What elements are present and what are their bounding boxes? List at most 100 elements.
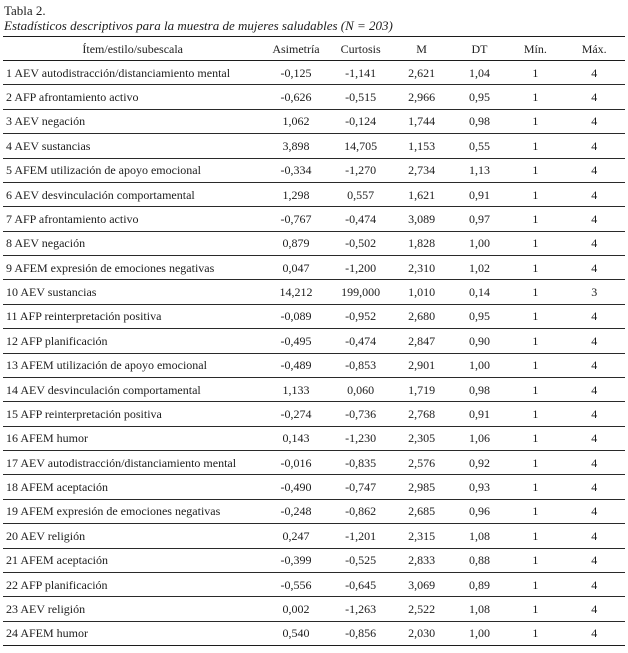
cell-max: 4 (563, 304, 625, 330)
cell-mean: 2,833 (391, 548, 452, 573)
cell-max: 4 (563, 328, 625, 354)
table-row: 2 AFP afrontamiento activo -0,626 -0,515 2,… (3, 84, 625, 110)
cell-sd: 1,00 (451, 231, 508, 257)
table-caption: Estadísticos descriptivos para la muestr… (4, 18, 393, 33)
cell-min: 1 (507, 596, 564, 622)
cell-skewness: -0,125 (262, 60, 330, 86)
cell-sd: 1,06 (451, 426, 508, 452)
cell-mean: 2,621 (391, 60, 452, 86)
cell-sd: 0,91 (451, 401, 508, 427)
item-label: 6 AEV desvinculación comportamental (3, 182, 263, 208)
cell-sd: 0,90 (451, 328, 508, 354)
cell-kurtosis: 0,060 (329, 377, 392, 403)
table-row: 3 AEV negación 1,062 -0,124 1,744 0,98 1 4 (3, 109, 625, 135)
cell-max: 4 (563, 158, 625, 183)
cell-sd: 1,00 (451, 621, 508, 647)
cell-min: 1 (507, 523, 564, 549)
cell-max: 4 (563, 621, 625, 647)
cell-min: 1 (507, 60, 564, 86)
cell-skewness: 0,879 (262, 231, 330, 257)
item-label: 5 AFEM utilización de apoyo emocional (3, 158, 263, 183)
cell-mean: 2,685 (391, 499, 452, 525)
cell-max: 4 (563, 231, 625, 257)
cell-kurtosis: -1,201 (329, 523, 392, 549)
cell-mean: 2,847 (391, 328, 452, 354)
cell-mean: 2,305 (391, 426, 452, 452)
cell-min: 1 (507, 572, 564, 598)
cell-mean: 3,089 (391, 206, 452, 232)
table-row: 10 AEV sustancias 14,212 199,000 1,010 0,14 1… (3, 279, 625, 305)
table-row: 16 AFEM humor 0,143 -1,230 2,305 1,06 1 4 (3, 426, 625, 452)
item-label: 12 AFP planificación (3, 328, 263, 354)
cell-max: 4 (563, 572, 625, 598)
cell-min: 1 (507, 499, 564, 525)
cell-skewness: 0,047 (262, 255, 330, 281)
cell-kurtosis: -1,230 (329, 426, 392, 452)
table-row: 11 AFP reinterpretación positiva -0,089 -0… (3, 304, 625, 330)
cell-skewness: 3,898 (262, 133, 330, 159)
item-label: 3 AEV negación (3, 109, 263, 135)
cell-skewness: -0,016 (262, 450, 330, 476)
cell-min: 1 (507, 474, 564, 500)
cell-kurtosis: -1,141 (329, 60, 392, 86)
cell-min: 1 (507, 621, 564, 647)
cell-max: 4 (563, 353, 625, 378)
item-label: 13 AFEM utilización de apoyo emocional (3, 353, 263, 378)
cell-skewness: -0,489 (262, 353, 330, 378)
cell-max: 4 (563, 60, 625, 86)
cell-max: 4 (563, 499, 625, 525)
cell-min: 1 (507, 255, 564, 281)
cell-min: 1 (507, 426, 564, 452)
item-label: 24 AFEM humor (3, 621, 263, 647)
table-row: 9 AFEM expresión de emociones negativas 0… (3, 255, 625, 281)
table-row: 1 AEV autodistracción/distanciamiento me… (3, 60, 625, 86)
cell-mean: 1,744 (391, 109, 452, 135)
cell-mean: 1,153 (391, 133, 452, 159)
item-label: 4 AEV sustancias (3, 133, 263, 159)
cell-mean: 2,985 (391, 474, 452, 500)
cell-skewness: -0,767 (262, 206, 330, 232)
item-label: 17 AEV autodistracción/distanciamiento m… (3, 450, 263, 476)
table-row: 15 AFP reinterpretación positiva -0,274 -0… (3, 401, 625, 427)
cell-skewness: -0,495 (262, 328, 330, 354)
item-label: 20 AEV religión (3, 523, 263, 549)
table-row: 12 AFP planificación -0,495 -0,474 2,847 0,9… (3, 328, 625, 354)
cell-max: 4 (563, 377, 625, 403)
cell-max: 4 (563, 133, 625, 159)
cell-sd: 1,02 (451, 255, 508, 281)
cell-kurtosis: -1,200 (329, 255, 392, 281)
table-row: 23 AEV religión 0,002 -1,263 2,522 1,08 1 4 (3, 596, 625, 622)
cell-min: 1 (507, 182, 564, 208)
cell-min: 1 (507, 328, 564, 354)
cell-max: 4 (563, 182, 625, 208)
cell-max: 3 (563, 279, 625, 305)
cell-mean: 2,576 (391, 450, 452, 476)
cell-skewness: 0,143 (262, 426, 330, 452)
cell-max: 4 (563, 474, 625, 500)
cell-sd: 0,55 (451, 133, 508, 159)
cell-max: 4 (563, 109, 625, 135)
column-header-kurtosis: Curtosis (329, 36, 392, 61)
cell-mean: 2,680 (391, 304, 452, 330)
table-row: 7 AFP afrontamiento activo -0,767 -0,474 3,… (3, 206, 625, 232)
cell-kurtosis: -0,835 (329, 450, 392, 476)
descriptive-statistics-table: Ítem/estilo/subescala Asimetría Curtosis M D… (3, 36, 625, 647)
cell-kurtosis: 14,705 (329, 133, 392, 159)
cell-mean: 2,966 (391, 84, 452, 110)
cell-kurtosis: -0,856 (329, 621, 392, 647)
item-label: 15 AFP reinterpretación positiva (3, 401, 263, 427)
cell-min: 1 (507, 231, 564, 257)
table-row: 8 AEV negación 0,879 -0,502 1,828 1,00 1 4 (3, 231, 625, 257)
cell-mean: 1,621 (391, 182, 452, 208)
cell-mean: 3,069 (391, 572, 452, 598)
column-header-skewness: Asimetría (262, 36, 330, 61)
table-row: 21 AFEM aceptación -0,399 -0,525 2,833 0,88 1… (3, 548, 625, 573)
cell-kurtosis: -0,645 (329, 572, 392, 598)
cell-min: 1 (507, 304, 564, 330)
cell-max: 4 (563, 206, 625, 232)
cell-skewness: 14,212 (262, 279, 330, 305)
cell-min: 1 (507, 109, 564, 135)
cell-sd: 0,93 (451, 474, 508, 500)
cell-skewness: -0,399 (262, 548, 330, 573)
cell-sd: 1,00 (451, 353, 508, 378)
